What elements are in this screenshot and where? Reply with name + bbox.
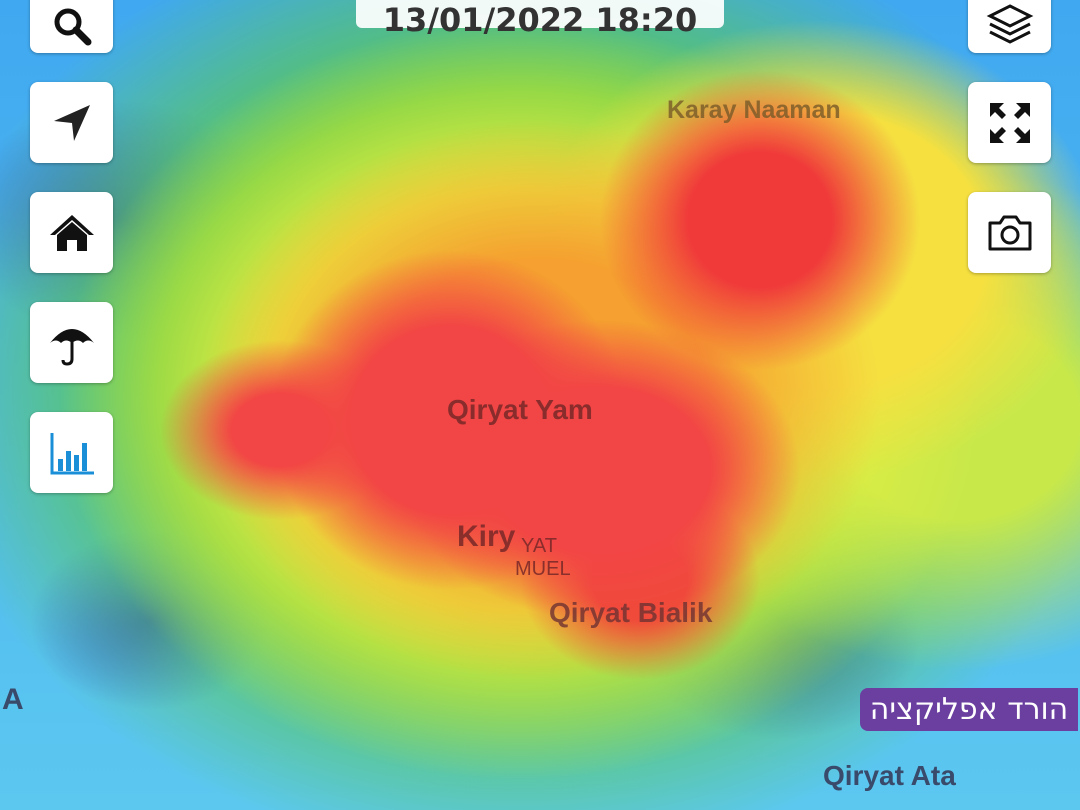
location-arrow-icon (53, 104, 90, 141)
map-label: Kiry (457, 520, 516, 553)
map-label: YAT (521, 535, 557, 557)
locate-button[interactable] (30, 82, 113, 163)
download-app-button[interactable]: הורד אפליקציה (860, 688, 1078, 731)
umbrella-button[interactable] (30, 302, 113, 383)
search-icon (54, 8, 91, 45)
layers-button[interactable] (968, 0, 1051, 53)
home-icon (49, 214, 94, 251)
map-label: Qiryat Yam (447, 394, 593, 425)
bar-chart-icon (50, 432, 94, 474)
statistics-button[interactable] (30, 412, 113, 493)
map-label: Qiryat Bialik (549, 597, 713, 628)
map-label: MUEL (515, 558, 571, 580)
home-button[interactable] (30, 192, 113, 273)
layers-icon (986, 3, 1033, 44)
map-label: Karay Naaman (667, 96, 841, 124)
datetime-text: 13/01/2022 18:20 (382, 1, 698, 39)
fullscreen-icon (989, 102, 1030, 143)
fullscreen-button[interactable] (968, 82, 1051, 163)
camera-icon (988, 215, 1031, 250)
datetime-display: 13/01/2022 18:20 (356, 0, 724, 39)
map-label: A (2, 683, 24, 716)
map-label: Qiryat Ata (823, 760, 956, 791)
screenshot-button[interactable] (968, 192, 1051, 273)
umbrella-icon (49, 328, 94, 366)
search-button[interactable] (30, 0, 113, 53)
